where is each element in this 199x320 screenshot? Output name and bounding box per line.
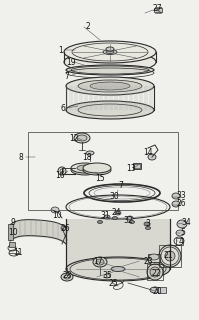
Ellipse shape <box>61 273 73 281</box>
Ellipse shape <box>161 247 179 265</box>
Text: 18: 18 <box>82 153 92 162</box>
Ellipse shape <box>66 101 154 119</box>
Bar <box>9 242 15 247</box>
Bar <box>8 224 13 240</box>
Text: 20: 20 <box>152 286 162 295</box>
Ellipse shape <box>150 287 160 293</box>
Text: 28: 28 <box>62 270 72 279</box>
Text: 23: 23 <box>143 258 153 267</box>
Ellipse shape <box>165 251 175 261</box>
Text: 12: 12 <box>69 133 79 142</box>
Text: 30: 30 <box>109 191 119 201</box>
Ellipse shape <box>103 50 117 54</box>
Ellipse shape <box>61 226 67 230</box>
Ellipse shape <box>106 51 114 53</box>
Ellipse shape <box>112 217 117 220</box>
Ellipse shape <box>149 254 159 260</box>
Ellipse shape <box>150 267 160 277</box>
Text: 26: 26 <box>176 198 186 207</box>
Text: 15: 15 <box>95 173 105 182</box>
Text: 10: 10 <box>8 228 18 236</box>
Text: 1: 1 <box>59 45 63 54</box>
Ellipse shape <box>77 165 93 171</box>
Ellipse shape <box>148 154 156 160</box>
Ellipse shape <box>86 151 94 155</box>
Text: 35: 35 <box>102 271 112 281</box>
Bar <box>159 245 181 267</box>
Ellipse shape <box>71 165 99 175</box>
Bar <box>154 8 162 12</box>
Text: 22: 22 <box>151 268 161 277</box>
Ellipse shape <box>66 65 154 75</box>
Ellipse shape <box>64 41 156 63</box>
Ellipse shape <box>77 135 87 141</box>
Text: 19: 19 <box>66 58 76 67</box>
Ellipse shape <box>130 220 135 223</box>
Text: 9: 9 <box>11 218 16 227</box>
Ellipse shape <box>83 163 111 173</box>
Ellipse shape <box>111 267 125 271</box>
Text: 13: 13 <box>126 164 136 172</box>
Text: 21: 21 <box>163 251 173 260</box>
Text: 32: 32 <box>123 215 133 225</box>
Text: 14: 14 <box>143 148 153 156</box>
Text: 7: 7 <box>119 180 123 189</box>
Ellipse shape <box>71 163 99 173</box>
Ellipse shape <box>51 207 59 213</box>
Ellipse shape <box>83 165 111 175</box>
Ellipse shape <box>93 257 107 267</box>
Text: 17: 17 <box>93 258 103 267</box>
Ellipse shape <box>115 211 121 215</box>
Bar <box>134 164 140 168</box>
Ellipse shape <box>145 227 150 229</box>
Ellipse shape <box>106 47 114 51</box>
Ellipse shape <box>78 80 142 92</box>
Ellipse shape <box>144 222 150 226</box>
Ellipse shape <box>172 201 180 207</box>
Ellipse shape <box>74 133 90 143</box>
Text: 10: 10 <box>52 211 62 220</box>
Ellipse shape <box>176 230 184 236</box>
Text: 11: 11 <box>13 247 23 257</box>
Text: 34: 34 <box>181 218 191 227</box>
Text: 16: 16 <box>55 171 65 180</box>
Bar <box>28 132 178 210</box>
Ellipse shape <box>70 258 166 280</box>
Ellipse shape <box>64 51 156 73</box>
Text: 27: 27 <box>152 4 162 12</box>
Bar <box>158 287 166 293</box>
Bar <box>133 163 141 169</box>
Ellipse shape <box>104 215 110 219</box>
Ellipse shape <box>90 82 130 90</box>
Bar <box>176 238 183 245</box>
Text: 8: 8 <box>19 153 23 162</box>
Ellipse shape <box>66 257 170 281</box>
Ellipse shape <box>66 77 154 95</box>
Text: 31: 31 <box>100 211 110 220</box>
Ellipse shape <box>177 220 187 228</box>
Text: 4: 4 <box>179 236 183 245</box>
Bar <box>148 254 160 262</box>
Ellipse shape <box>159 245 181 267</box>
Bar <box>66 219 170 269</box>
Ellipse shape <box>96 259 104 265</box>
Bar <box>147 264 163 280</box>
Text: 26: 26 <box>60 223 70 233</box>
Text: 24: 24 <box>111 207 121 217</box>
Ellipse shape <box>107 49 113 51</box>
Ellipse shape <box>172 193 180 199</box>
Text: 3: 3 <box>145 219 150 228</box>
Text: 7: 7 <box>64 71 69 81</box>
Text: 5: 5 <box>180 228 185 236</box>
Ellipse shape <box>147 264 163 280</box>
Text: 33: 33 <box>176 190 186 199</box>
Text: 2: 2 <box>86 21 90 30</box>
Ellipse shape <box>98 220 102 223</box>
Text: 25: 25 <box>108 278 118 287</box>
Text: 6: 6 <box>60 103 65 113</box>
Ellipse shape <box>127 216 133 220</box>
